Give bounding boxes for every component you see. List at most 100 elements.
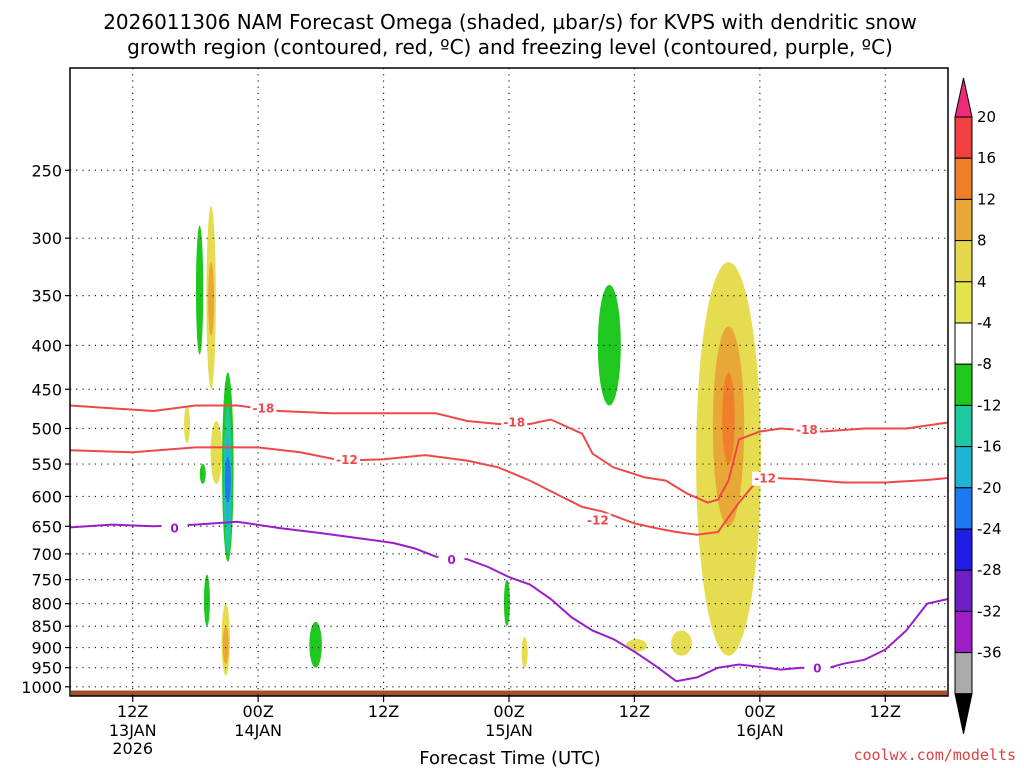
y-tick-label-300: 300 — [31, 229, 62, 248]
omega-shading — [184, 205, 761, 676]
colorbar-label-6: -8 — [977, 355, 992, 373]
chart-title-line2: growth region (contoured, red, ºC) and f… — [127, 35, 893, 59]
y-tick-label-250: 250 — [31, 161, 62, 180]
y-tick-label-450: 450 — [31, 380, 62, 399]
colorbar-label-13: -36 — [977, 644, 1002, 662]
contour-label-dgz-minus18-1: -18 — [503, 416, 525, 430]
contour-label-bg-freezing-level-0 — [161, 521, 188, 536]
colorbar-label-11: -28 — [977, 561, 1002, 579]
colorbar-swatch-12 — [954, 569, 973, 612]
x-tick-date-18: 14JAN — [234, 721, 282, 740]
x-tick-label-66: 00Z — [744, 702, 775, 721]
contour-label-freezing-level-1: 0 — [447, 553, 455, 567]
colorbar-label-0: 20 — [977, 108, 996, 126]
x-tick-label-42: 00Z — [493, 702, 524, 721]
colorbar-swatch-1 — [954, 116, 973, 159]
y-tick-label-350: 350 — [31, 287, 62, 306]
contour-label-bg-freezing-level-1 — [438, 553, 465, 568]
colorbar-swatch-7 — [954, 363, 973, 406]
colorbar-label-3: 8 — [977, 232, 987, 250]
omega-cell-1 — [208, 262, 215, 336]
omega-cell-6 — [224, 457, 231, 503]
contour-dgz-minus12 — [69, 446, 949, 536]
colorbar-swatch-2 — [954, 157, 973, 200]
y-tick-label-950: 950 — [31, 659, 62, 678]
y-axis: 250 300 350 400 450 500 550 600 650 700 750 800 850 9… — [21, 161, 70, 697]
contour-label-bg-dgz-minus12-0 — [333, 452, 360, 467]
colorbar-label-2: 12 — [977, 190, 996, 208]
y-tick-label-650: 650 — [31, 517, 62, 536]
colorbar-label-7: -12 — [977, 396, 1002, 414]
ground-surface — [71, 690, 947, 696]
x-tick-label-30: 12Z — [368, 702, 399, 721]
colorbar-bottom-arrow — [954, 693, 973, 734]
colorbar-swatch-6 — [954, 322, 973, 365]
colorbar-swatch-8 — [954, 404, 973, 448]
ground-layer — [71, 690, 947, 696]
omega-cell-7 — [210, 421, 223, 484]
colorbar-swatch-4 — [954, 240, 973, 283]
y-tick-label-550: 550 — [31, 455, 62, 474]
colorbar-label-1: 16 — [977, 149, 996, 167]
contour-label-bg-dgz-minus18-2 — [793, 423, 820, 438]
omega-cell-13 — [309, 621, 322, 668]
contour-label-freezing-level-2: 0 — [813, 661, 821, 675]
y-tick-label-400: 400 — [31, 336, 62, 355]
contour-label-dgz-minus12-1: -12 — [587, 514, 609, 528]
credit-text[interactable]: coolwx.com/modelts — [853, 746, 1016, 764]
colorbar-swatch-10 — [954, 487, 973, 530]
contour-label-bg-dgz-minus18-0 — [250, 401, 277, 416]
y-tick-label-700: 700 — [31, 545, 62, 564]
colorbar-swatch-11 — [954, 528, 973, 571]
y-tick-label-600: 600 — [31, 487, 62, 506]
contour-label-dgz-minus12-0: -12 — [336, 453, 358, 467]
colorbar-swatch-9 — [954, 446, 973, 489]
x-tick-date-66: 16JAN — [736, 721, 784, 740]
omega-cell-9 — [199, 464, 206, 484]
colorbar-swatch-14 — [954, 652, 973, 695]
omega-cell-14 — [503, 579, 510, 627]
omega-cell-8 — [184, 405, 191, 444]
omega-cell-12 — [222, 626, 229, 664]
y-tick-label-1000: 1000 — [21, 678, 62, 697]
y-tick-label-900: 900 — [31, 639, 62, 658]
x-tick-label-78: 12Z — [870, 702, 901, 721]
colorbar-swatch-5 — [954, 281, 973, 324]
colorbar-label-5: -4 — [977, 314, 992, 332]
contour-label-dgz-minus12-2: -12 — [754, 472, 776, 486]
contour-label-bg-dgz-minus12-1 — [584, 513, 611, 528]
omega-cell-21 — [626, 639, 647, 652]
contour-label-bg-dgz-minus18-1 — [501, 415, 528, 430]
x-tick-label-6: 12Z — [117, 702, 148, 721]
x-tick-label-54: 12Z — [619, 702, 650, 721]
colorbar: 20 16 12 8 4 -4 -8 -12 -16 -20 -24 -28 -32 -36 — [954, 77, 1002, 734]
x-tick-label-18: 00Z — [242, 702, 273, 721]
colorbar-label-8: -16 — [977, 438, 1002, 456]
omega-cell-15 — [521, 637, 528, 668]
x-tick-year-6: 2026 — [112, 739, 153, 758]
colorbar-label-4: 4 — [977, 273, 987, 291]
omega-cell-20 — [671, 630, 692, 656]
x-tick-date-6: 13JAN — [109, 721, 157, 740]
omega-cell-19 — [722, 372, 735, 465]
contour-label-dgz-minus18-0: -18 — [253, 402, 275, 416]
contour-label-bg-dgz-minus12-2 — [752, 471, 779, 486]
colorbar-swatch-3 — [954, 198, 973, 242]
colorbar-label-12: -32 — [977, 602, 1002, 620]
contour-label-dgz-minus18-2: -18 — [796, 423, 818, 437]
y-tick-label-750: 750 — [31, 571, 62, 590]
y-tick-label-850: 850 — [31, 617, 62, 636]
y-tick-label-500: 500 — [31, 420, 62, 439]
chart-title-line1: 2026011306 NAM Forecast Omega (shaded, µ… — [103, 10, 917, 34]
omega-cell-2 — [195, 225, 204, 355]
grid-layer — [70, 68, 948, 696]
contour-label-bg-freezing-level-2 — [804, 661, 831, 676]
colorbar-swatch-13 — [954, 610, 973, 654]
omega-cell-10 — [203, 574, 210, 627]
contour-dgz-minus18 — [69, 404, 949, 504]
contour-label-freezing-level-0: 0 — [170, 522, 178, 536]
colorbar-label-9: -20 — [977, 479, 1002, 497]
colorbar-label-10: -24 — [977, 520, 1002, 538]
